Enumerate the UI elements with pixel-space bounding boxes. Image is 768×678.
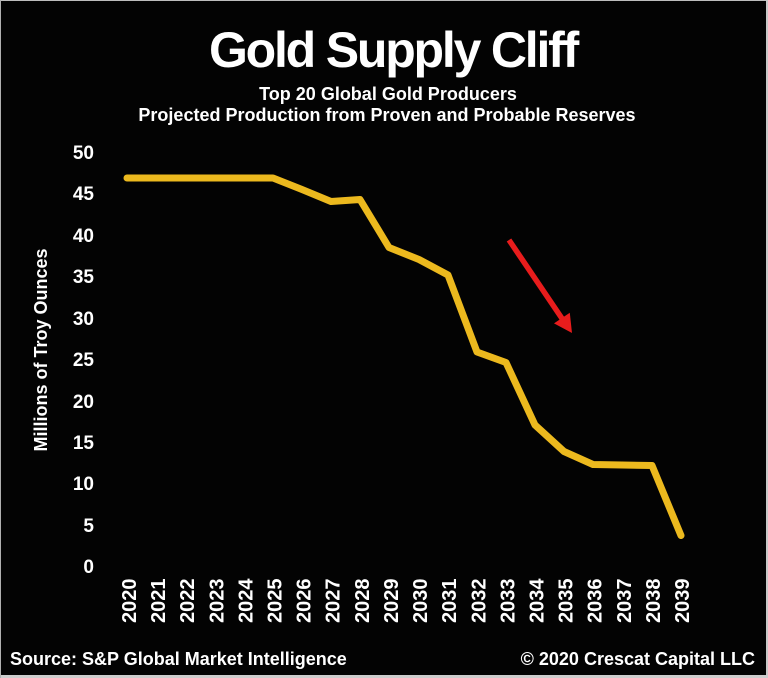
svg-text:2037: 2037 (614, 579, 636, 624)
svg-text:2033: 2033 (497, 579, 519, 624)
svg-text:2022: 2022 (177, 579, 199, 624)
svg-text:0: 0 (83, 557, 94, 578)
svg-text:10: 10 (73, 474, 94, 495)
svg-text:2027: 2027 (323, 579, 345, 624)
svg-text:2032: 2032 (468, 579, 490, 624)
svg-text:2021: 2021 (148, 579, 170, 624)
svg-text:2030: 2030 (410, 579, 432, 624)
svg-text:2035: 2035 (556, 579, 578, 624)
svg-text:2025: 2025 (265, 579, 287, 624)
svg-text:50: 50 (73, 143, 94, 164)
svg-text:2038: 2038 (643, 579, 665, 624)
svg-text:2031: 2031 (439, 579, 461, 624)
svg-text:Millions of Troy Ounces: Millions of Troy Ounces (31, 248, 51, 451)
svg-text:2020: 2020 (119, 579, 141, 624)
svg-text:40: 40 (73, 226, 94, 247)
svg-text:2036: 2036 (585, 579, 607, 624)
svg-text:2034: 2034 (527, 578, 549, 623)
svg-text:5: 5 (83, 516, 94, 537)
svg-text:30: 30 (73, 309, 94, 330)
svg-text:2029: 2029 (381, 579, 403, 624)
svg-text:45: 45 (73, 184, 95, 205)
svg-text:2028: 2028 (352, 579, 374, 624)
svg-text:2024: 2024 (235, 578, 257, 623)
svg-text:25: 25 (73, 350, 95, 371)
svg-text:20: 20 (73, 392, 94, 413)
svg-text:2039: 2039 (672, 579, 694, 624)
svg-text:15: 15 (73, 433, 95, 454)
svg-text:2026: 2026 (294, 579, 316, 624)
svg-text:35: 35 (73, 267, 95, 288)
svg-text:2023: 2023 (206, 579, 228, 624)
